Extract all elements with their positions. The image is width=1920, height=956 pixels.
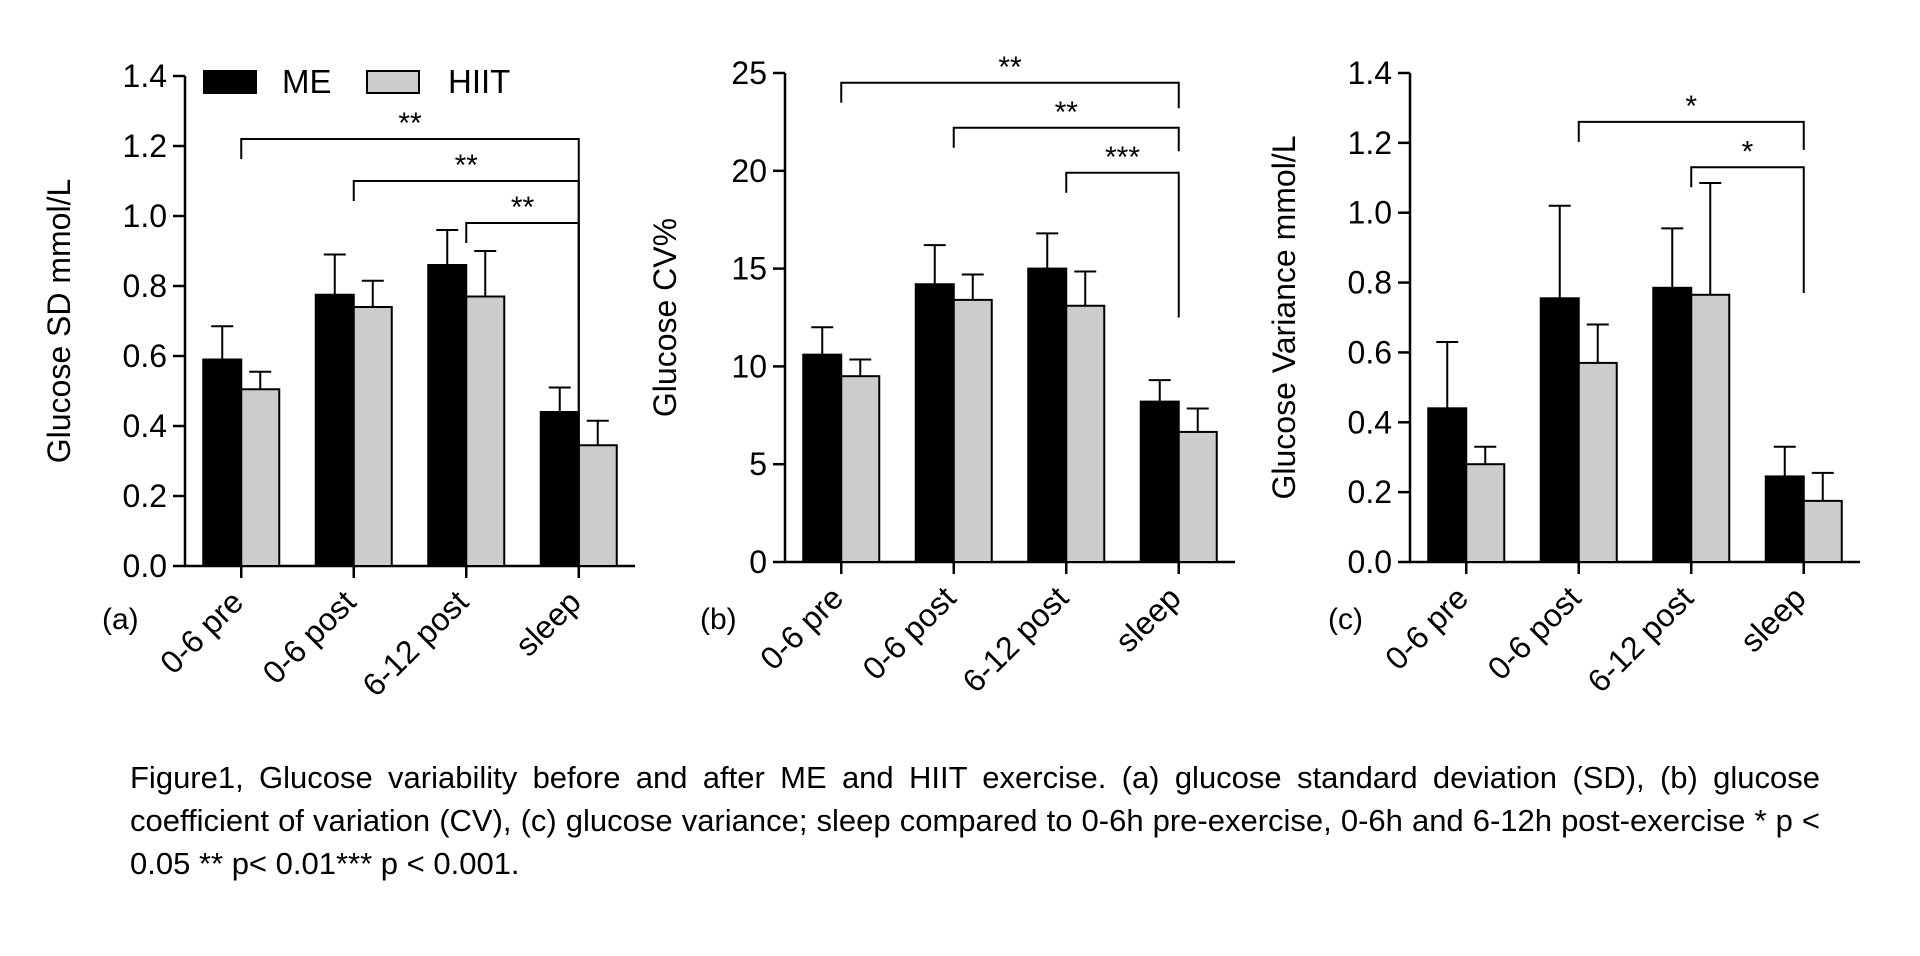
significance-bracket (352, 180, 580, 566)
y-tick-label: 1.2 (123, 128, 167, 164)
y-tick-label: 1.0 (123, 198, 167, 234)
bar-me (1027, 267, 1068, 563)
y-tick-label: 25 (731, 55, 767, 91)
bar-hiit (1177, 430, 1218, 563)
x-tick-label: sleep (1733, 579, 1813, 659)
y-tick-label: 0.6 (1348, 334, 1392, 370)
bar-hiit (840, 375, 881, 563)
bar-me (314, 293, 355, 567)
panel-label: (a) (102, 603, 139, 636)
y-tick-label: 1.2 (1348, 125, 1392, 161)
bar-hiit (577, 444, 618, 567)
significance-bracket (465, 222, 580, 321)
figure: ME HIIT 0.0 0.2 0.4 0.6 0.8 1.0 1.2 1.4 Glucose … (41, 51, 1860, 703)
panel-c-chart: 0.0 0.2 0.4 0.6 0.8 1.0 1.2 1.4 Glucose Variance… (1266, 55, 1860, 699)
y-tick-label: 0.6 (123, 338, 167, 374)
y-tick-label: 1.0 (1348, 195, 1392, 231)
bar-me (914, 283, 955, 563)
panel-b-chart: 0 5 10 15 20 25 Glucose CV% (b) 0-6 pre 0-6 post6… (647, 51, 1235, 699)
panel-label: (c) (1328, 603, 1363, 636)
significance-label: * (1742, 135, 1754, 168)
bar-hiit (352, 306, 393, 567)
significance-bracket (1690, 166, 1805, 294)
y-tick-label: 0.0 (1348, 544, 1392, 580)
x-tick-label: 6-12 post (355, 583, 475, 703)
legend-swatch-me (203, 70, 257, 94)
y-tick-label: 20 (731, 153, 767, 189)
y-tick-label: 15 (731, 251, 767, 287)
significance-bracket (952, 126, 1180, 152)
legend: ME HIIT (203, 63, 510, 100)
y-tick-label: 0.8 (1348, 265, 1392, 301)
bar-me (1139, 400, 1180, 563)
bar-hiit (952, 298, 993, 563)
panel-label: (b) (700, 603, 737, 636)
figure-caption: Figure1, Glucose variability before and … (130, 760, 1820, 881)
significance-label: ** (455, 149, 479, 182)
y-tick-label: 0.4 (1348, 404, 1392, 440)
y-tick-label: 10 (731, 348, 767, 384)
significance-bracket (840, 81, 1180, 109)
bar-me (539, 411, 580, 567)
y-tick-label: 0.2 (1348, 474, 1392, 510)
y-tick-label: 0.0 (123, 548, 167, 584)
x-tick-label: 0-6 pre (1378, 579, 1475, 676)
x-tick-label: sleep (1108, 579, 1188, 659)
x-tick-label: 0-6 post (1480, 579, 1587, 686)
x-tick-label: 0-6 post (255, 583, 362, 690)
bar-me (202, 358, 243, 567)
bar-hiit (240, 388, 281, 567)
significance-label: ** (511, 191, 535, 224)
legend-label-me: ME (282, 63, 332, 100)
y-tick-label: 0 (749, 544, 767, 580)
legend-swatch-hiit (366, 70, 420, 94)
significance-bracket (1577, 120, 1805, 150)
bar-hiit (1690, 293, 1731, 563)
legend-label-hiit: HIIT (448, 63, 510, 100)
x-tick-label: 0-6 pre (153, 583, 250, 680)
x-tick-label: 6-12 post (1580, 579, 1700, 699)
x-tick-label: 0-6 post (855, 579, 962, 686)
bar-me (1764, 475, 1805, 563)
y-tick-label: 0.2 (123, 478, 167, 514)
significance-label: *** (1105, 141, 1140, 174)
bar-me (427, 264, 468, 567)
y-tick-label: 0.8 (123, 268, 167, 304)
significance-label: * (1685, 90, 1697, 123)
y-tick-label: 1.4 (123, 58, 167, 94)
y-axis-title: Glucose SD mmol/L (41, 179, 77, 464)
bar-me (1539, 297, 1580, 563)
x-tick-label: 0-6 pre (753, 579, 850, 676)
bar-me (1652, 286, 1693, 563)
x-tick-label: 6-12 post (955, 579, 1075, 699)
panel-a-chart: 0.0 0.2 0.4 0.6 0.8 1.0 1.2 1.4 Glucose SD mmol/… (41, 58, 635, 703)
bar-hiit (1065, 304, 1106, 563)
bar-me (802, 353, 843, 563)
y-axis-title: Glucose CV% (647, 218, 683, 417)
significance-label: ** (1055, 96, 1079, 129)
bar-me (1427, 407, 1468, 564)
significance-label: ** (398, 107, 422, 140)
y-tick-label: 1.4 (1348, 55, 1392, 91)
x-tick-label: sleep (508, 583, 588, 663)
y-tick-label: 5 (749, 446, 767, 482)
bar-hiit (1802, 499, 1843, 563)
y-axis-title: Glucose Variance mmol/L (1266, 136, 1302, 500)
significance-bracket (1065, 171, 1180, 318)
bar-hiit (1465, 463, 1506, 564)
significance-label: ** (998, 51, 1022, 84)
bar-hiit (465, 295, 506, 567)
y-tick-label: 0.4 (123, 408, 167, 444)
bar-hiit (1577, 361, 1618, 563)
